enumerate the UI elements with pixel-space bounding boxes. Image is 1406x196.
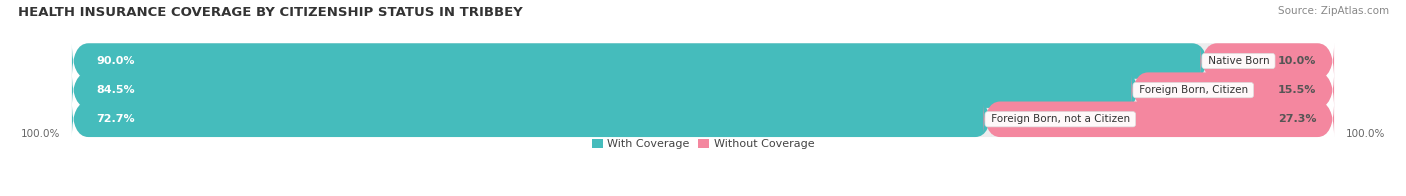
Text: 10.0%: 10.0% [1278, 56, 1316, 66]
Text: 90.0%: 90.0% [97, 56, 135, 66]
FancyBboxPatch shape [72, 43, 1334, 79]
Text: 84.5%: 84.5% [97, 85, 135, 95]
FancyBboxPatch shape [983, 102, 1334, 137]
FancyBboxPatch shape [72, 102, 1334, 137]
Text: Foreign Born, Citizen: Foreign Born, Citizen [1136, 85, 1251, 95]
Text: Foreign Born, not a Citizen: Foreign Born, not a Citizen [987, 114, 1133, 124]
Text: 100.0%: 100.0% [21, 129, 60, 139]
FancyBboxPatch shape [1201, 43, 1334, 79]
FancyBboxPatch shape [72, 72, 1140, 108]
FancyBboxPatch shape [72, 43, 1209, 79]
Text: 15.5%: 15.5% [1278, 85, 1316, 95]
Text: Source: ZipAtlas.com: Source: ZipAtlas.com [1278, 6, 1389, 16]
Text: Native Born: Native Born [1205, 56, 1272, 66]
FancyBboxPatch shape [72, 102, 991, 137]
Legend: With Coverage, Without Coverage: With Coverage, Without Coverage [588, 135, 818, 154]
Text: 27.3%: 27.3% [1278, 114, 1316, 124]
FancyBboxPatch shape [1132, 72, 1334, 108]
Text: 100.0%: 100.0% [1346, 129, 1385, 139]
Text: HEALTH INSURANCE COVERAGE BY CITIZENSHIP STATUS IN TRIBBEY: HEALTH INSURANCE COVERAGE BY CITIZENSHIP… [18, 6, 523, 19]
FancyBboxPatch shape [72, 72, 1334, 108]
Text: 72.7%: 72.7% [97, 114, 135, 124]
